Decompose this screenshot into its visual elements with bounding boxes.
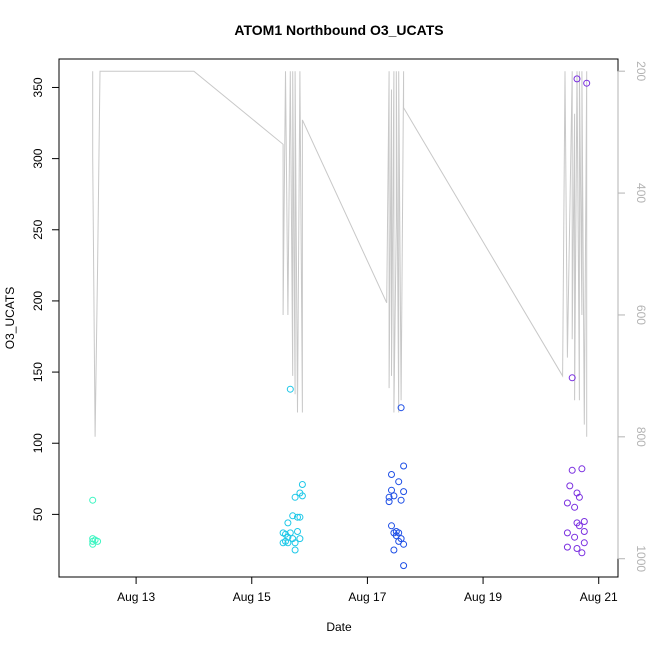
pressure-line	[92, 70, 588, 437]
data-point-flight-4	[578, 465, 586, 473]
x-tick-label: Aug 15	[233, 590, 271, 604]
data-point-flight-4	[580, 528, 588, 535]
data-point-flight-3	[388, 486, 395, 494]
data-point-flight-2	[298, 481, 306, 488]
y-tick-label: 50	[31, 507, 45, 521]
data-point-flight-1	[89, 496, 97, 504]
data-point-flight-2	[286, 529, 294, 537]
data-point-flight-2	[291, 546, 299, 554]
data-points-layer	[89, 75, 591, 570]
data-point-flight-4	[571, 503, 579, 511]
y2-tick-label: 800	[634, 427, 648, 447]
x-axis: Aug 13 Aug 15 Aug 17 Aug 19 Aug 21	[117, 576, 618, 604]
data-point-flight-2	[294, 513, 301, 521]
x-tick-label: Aug 21	[580, 590, 618, 604]
data-point-flight-4	[568, 374, 576, 382]
data-point-flight-4	[575, 522, 583, 530]
data-point-flight-3	[397, 404, 405, 412]
data-point-flight-1	[94, 537, 102, 545]
y2-tick-label: 1000	[634, 545, 648, 572]
y-tick-label: 300	[31, 148, 45, 168]
data-point-flight-3	[388, 471, 395, 478]
data-point-flight-2	[294, 528, 301, 535]
data-point-flight-3	[400, 488, 408, 496]
data-point-flight-3	[395, 529, 403, 537]
x-tick-label: Aug 19	[464, 590, 502, 604]
y-tick-label: 200	[31, 291, 45, 311]
data-point-flight-4	[563, 543, 571, 551]
data-point-flight-3	[388, 522, 395, 530]
data-point-flight-4	[580, 518, 588, 525]
data-point-flight-3	[400, 462, 408, 470]
data-point-flight-3	[397, 535, 405, 543]
x-tick-label: Aug 13	[117, 590, 155, 604]
y-tick-label: 250	[31, 219, 45, 239]
data-point-flight-3	[390, 546, 398, 554]
chart-title: ATOM1 Northbound O3_UCATS	[234, 22, 443, 38]
data-point-flight-2	[286, 385, 294, 393]
secondary-line-layer	[92, 70, 588, 437]
data-point-flight-4	[563, 529, 571, 537]
y2-tick-label: 600	[634, 305, 648, 325]
y-tick-label: 350	[31, 77, 45, 97]
x-tick-label: Aug 17	[348, 590, 386, 604]
x-axis-label: Date	[326, 620, 352, 634]
data-point-flight-2	[298, 492, 306, 500]
data-point-flight-4	[568, 466, 576, 474]
y2-tick-label: 400	[634, 183, 648, 203]
data-point-flight-2	[291, 539, 299, 547]
y-tick-label: 100	[31, 433, 45, 453]
data-point-flight-3	[395, 478, 403, 486]
y2-tick-label: 200	[634, 61, 648, 81]
data-point-flight-4	[583, 79, 591, 87]
y-tick-label: 150	[31, 362, 45, 382]
data-point-flight-4	[571, 533, 579, 541]
data-point-flight-3	[385, 493, 393, 501]
data-point-flight-2	[289, 512, 297, 520]
data-point-flight-3	[390, 492, 398, 500]
y2-axis: 200 400 600 800 1000	[617, 61, 648, 572]
data-point-flight-2	[296, 535, 304, 543]
data-point-flight-3	[397, 496, 405, 504]
data-point-flight-4	[580, 539, 588, 547]
data-point-flight-2	[296, 513, 304, 521]
data-point-flight-2	[284, 539, 292, 547]
data-point-flight-3	[400, 540, 408, 548]
data-point-flight-4	[563, 499, 571, 507]
y-axis-label: O3_UCATS	[3, 287, 17, 349]
data-point-flight-2	[284, 519, 292, 527]
data-point-flight-3	[400, 562, 408, 570]
data-point-flight-4	[578, 549, 586, 557]
data-point-flight-4	[573, 545, 581, 552]
data-point-flight-4	[566, 482, 574, 490]
data-point-flight-3	[385, 498, 393, 506]
data-point-flight-2	[291, 493, 299, 501]
y-axis: 50 100 150 200 250 300 350	[31, 77, 60, 521]
data-point-flight-4	[575, 493, 583, 501]
data-point-flight-4	[573, 75, 581, 83]
